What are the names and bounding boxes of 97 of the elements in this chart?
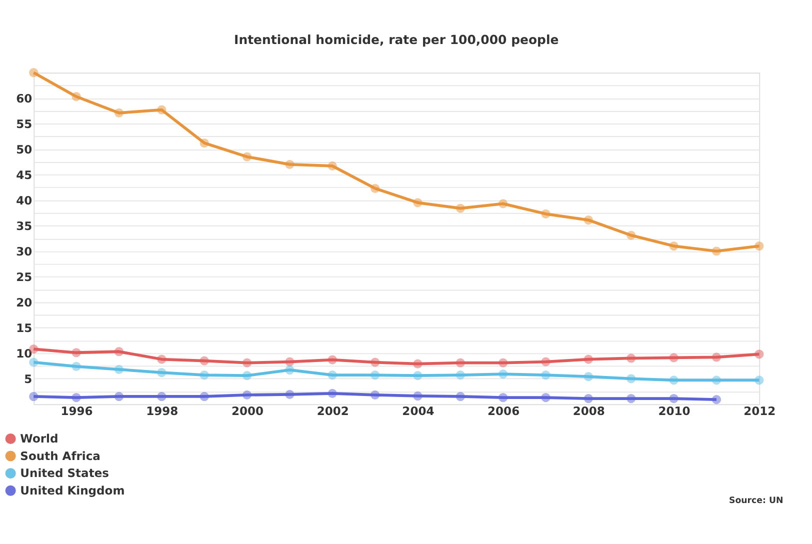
point: [584, 354, 593, 364]
x-tick-label: 1996: [60, 404, 93, 418]
point: [370, 184, 380, 193]
point: [626, 354, 636, 363]
point: [498, 358, 508, 368]
point: [29, 392, 38, 402]
point: [29, 358, 38, 367]
point: [669, 394, 678, 404]
chart-title: Intentional homicide, rate per 100,000 people: [234, 32, 559, 48]
x-tick-label: 1998: [146, 404, 178, 418]
y-tick-label: 5: [24, 372, 32, 386]
point: [754, 241, 764, 251]
point: [669, 241, 678, 251]
point: [541, 209, 550, 218]
point: [370, 370, 380, 380]
y-tick-label: 50: [16, 142, 32, 156]
point: [498, 370, 508, 379]
point: [754, 350, 764, 359]
point: [712, 246, 722, 256]
point: [72, 348, 81, 358]
x-tick-label: 2000: [231, 404, 264, 418]
point: [456, 370, 465, 380]
x-tick-label: 2002: [316, 404, 349, 418]
point: [669, 353, 678, 362]
point: [29, 68, 38, 78]
point: [498, 392, 508, 402]
point: [456, 204, 465, 213]
point: [157, 354, 166, 364]
point: [541, 370, 550, 380]
point: [328, 161, 337, 170]
point: [114, 108, 124, 118]
y-tick-label: 30: [16, 244, 32, 258]
x-tick-label: 2006: [488, 404, 520, 418]
point: [413, 391, 422, 401]
y-tick-label: 25: [16, 270, 32, 284]
y-tick-label: 40: [16, 193, 32, 208]
legend-label: World: [20, 432, 58, 446]
point: [413, 359, 422, 368]
point: [328, 355, 337, 364]
point: [626, 230, 636, 240]
point: [157, 368, 166, 378]
point: [72, 362, 81, 371]
point: [754, 376, 764, 385]
point: [328, 370, 337, 380]
point: [712, 395, 722, 404]
point: [242, 152, 252, 162]
y-tick-label: 35: [16, 218, 32, 233]
point: [413, 198, 422, 208]
y-tick-label: 60: [16, 91, 32, 106]
point: [72, 392, 81, 402]
y-tick-label: 55: [16, 116, 32, 131]
x-tick-label: 2004: [402, 404, 434, 418]
y-tick-label: 45: [16, 168, 32, 182]
point: [584, 215, 593, 225]
point: [114, 347, 124, 356]
point: [541, 392, 550, 402]
point: [157, 392, 166, 402]
point: [285, 365, 294, 375]
point: [200, 370, 209, 380]
point: [626, 374, 636, 384]
point: [712, 376, 722, 385]
point: [584, 372, 593, 382]
point: [456, 392, 465, 402]
point: [541, 357, 550, 366]
point: [413, 371, 422, 380]
x-tick-label: 2010: [658, 404, 690, 418]
point: [498, 199, 508, 208]
point: [456, 358, 465, 368]
point: [584, 394, 593, 404]
point: [114, 392, 124, 402]
source-note: Source: UN: [729, 496, 784, 506]
point: [200, 138, 209, 148]
x-tick-label: 2012: [744, 404, 776, 418]
point: [242, 390, 252, 400]
point: [669, 376, 678, 385]
point: [370, 390, 380, 400]
x-tick-label: 2008: [572, 404, 605, 418]
point: [328, 388, 337, 398]
y-tick-label: 10: [16, 346, 32, 360]
point: [242, 371, 252, 380]
point: [285, 357, 294, 366]
legend-label: United Kingdom: [20, 483, 125, 498]
point: [285, 390, 294, 399]
point: [626, 394, 636, 404]
point: [200, 392, 209, 402]
point: [72, 92, 81, 102]
point: [712, 352, 722, 362]
point: [114, 364, 124, 374]
point: [200, 356, 209, 366]
legend-label: United States: [20, 466, 110, 480]
point: [157, 105, 166, 114]
y-tick-label: 20: [16, 295, 32, 310]
legend-label: South Africa: [20, 448, 100, 463]
y-tick-label: 15: [16, 320, 32, 335]
point: [370, 358, 380, 367]
point: [242, 358, 252, 368]
point: [285, 160, 294, 169]
